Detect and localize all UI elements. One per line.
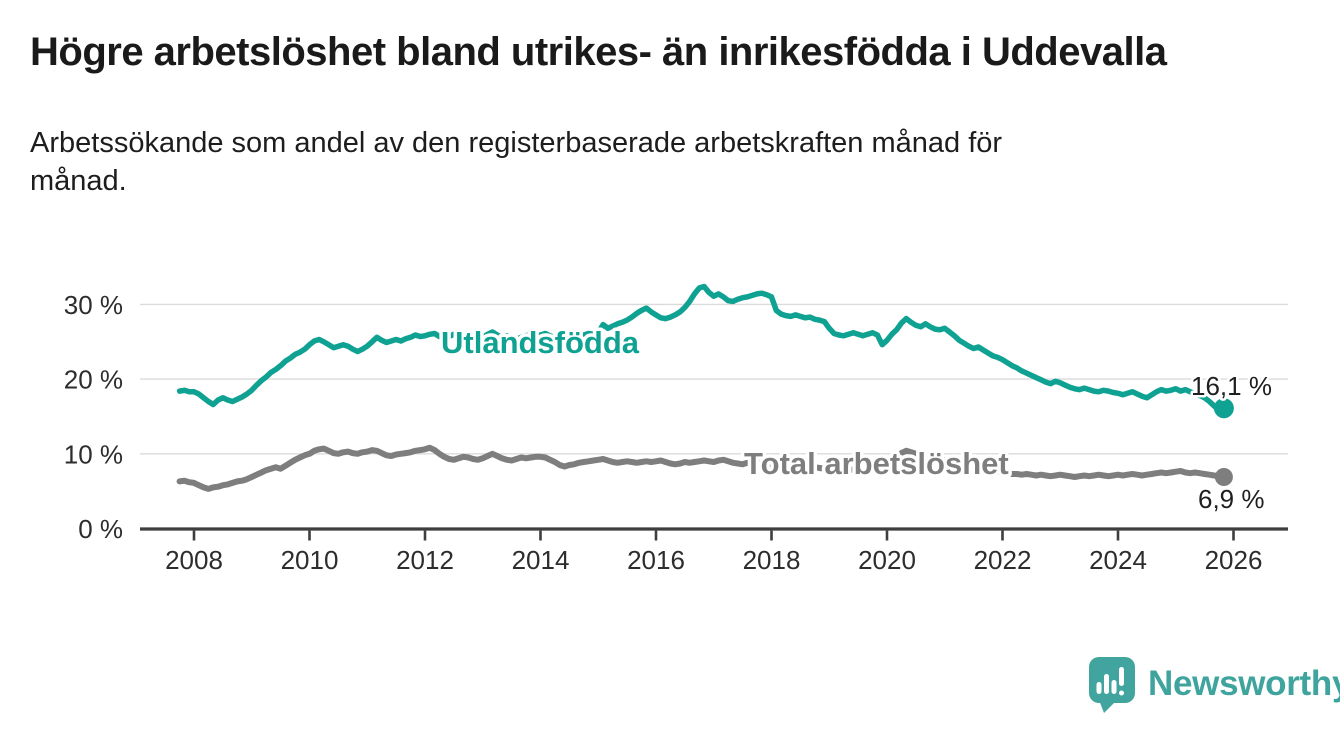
series-line-total-arbetsloshet (176, 444, 1227, 492)
x-axis-tick-label: 2022 (974, 545, 1032, 575)
brand-name: Newsworthy (1148, 664, 1340, 703)
y-axis-tick-label: 10 % (64, 439, 123, 469)
chart-subtitle-line-1: Arbetssökande som andel av den registerb… (30, 127, 1003, 159)
chart-generated-layer: 0 % 10 % 20 % 30 % 2008 2010 2012 2014 2016 2018 2… (64, 283, 1288, 575)
x-axis-tick-label: 2026 (1205, 545, 1263, 575)
y-axis-tick-label: 20 % (64, 365, 123, 395)
y-axis-tick-label: 30 % (64, 290, 123, 320)
x-axis-tick-label: 2010 (281, 545, 339, 575)
x-axis-tick-label: 2024 (1089, 545, 1147, 575)
series-label-total-arbetsloshet: Total arbetslöshet (744, 446, 1009, 481)
newsworthy-branding: Newsworthy (1086, 654, 1340, 714)
end-value-label-utlandsfodda: 16,1 % (1191, 371, 1272, 401)
x-axis-tick-label: 2008 (165, 545, 223, 575)
x-axis-tick-label: 2020 (858, 545, 916, 575)
series-label-utlandsfodda: Utlandsfödda (441, 325, 640, 360)
x-axis-tick-label: 2018 (743, 545, 801, 575)
series-end-dot-total-arbetsloshet (1214, 468, 1233, 486)
page-title: Högre arbetslöshet bland utrikes- än inr… (30, 30, 1167, 74)
y-axis-tick-label: 0 % (78, 514, 123, 544)
chart-subtitle: Arbetssökande som andel av den registerb… (30, 124, 1002, 200)
x-axis-tick-label: 2014 (512, 545, 570, 575)
newsworthy-logo-icon (1089, 657, 1135, 713)
series-end-dot-utlandsfodda (1213, 398, 1234, 419)
series-line-utlandsfodda (176, 283, 1227, 414)
x-axis-tick-label: 2016 (627, 545, 685, 575)
chart-subtitle-line-2: månad. (30, 165, 127, 197)
end-value-label-total-arbetsloshet: 6,9 % (1198, 484, 1265, 514)
x-axis-tick-label: 2012 (396, 545, 454, 575)
